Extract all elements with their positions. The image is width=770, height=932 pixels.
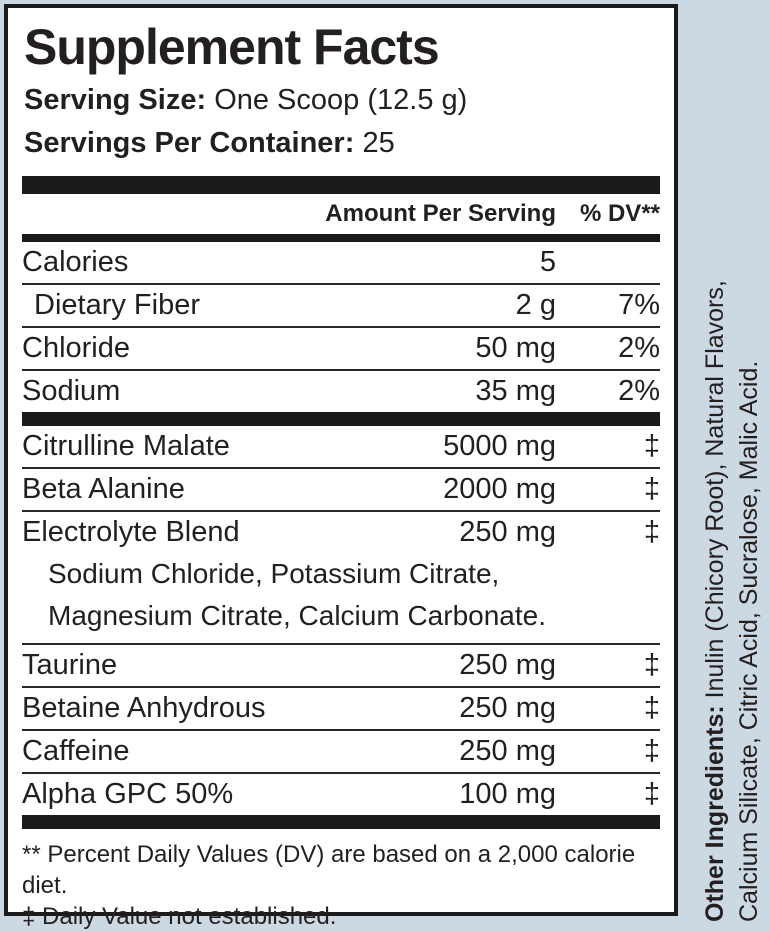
divider-thick-bottom [22, 815, 660, 829]
ingredient-amount: 2000 mg [443, 473, 556, 505]
table-row-electrolyte-blend: Electrolyte Blend 250 mg ‡ [22, 512, 660, 553]
ingredient-dv: 7% [618, 289, 660, 321]
divider-thick-top [22, 176, 660, 194]
ingredient-name: Citrulline Malate [22, 430, 230, 462]
ingredient-dv: ‡ [643, 735, 660, 767]
other-ingredients-sidebar: Other Ingredients: Inulin (Chicory Root)… [698, 22, 766, 922]
electrolyte-blend-components: Sodium Chloride, Potassium Citrate, Magn… [22, 553, 660, 645]
ingredient-name: Sodium [22, 375, 121, 407]
other-ingredients-label: Other Ingredients: [701, 705, 729, 922]
other-ingredients-line1: Other Ingredients: Inulin (Chicory Root)… [698, 22, 732, 922]
divider-medium-header [22, 234, 660, 242]
ingredient-dv: ‡ [643, 692, 660, 724]
table-row-chloride: Chloride 50 mg 2% [22, 328, 660, 371]
ingredient-name: Chloride [22, 332, 130, 364]
serving-size-line: Serving Size: One Scoop (12.5 g) [24, 82, 660, 119]
other-ingredients-line1-rest: Inulin (Chicory Root), Natural Flavors, [701, 280, 729, 706]
footnotes: ** Percent Daily Values (DV) are based o… [22, 839, 660, 932]
supplement-facts-panel: Supplement Facts Serving Size: One Scoop… [4, 4, 678, 930]
table-row-sodium: Sodium 35 mg 2% [22, 371, 660, 412]
ingredient-dv: ‡ [643, 649, 660, 681]
ingredient-name: Betaine Anhydrous [22, 692, 266, 724]
table-row-citrulline-malate: Citrulline Malate 5000 mg ‡ [22, 426, 660, 469]
serving-size-label: Serving Size: [24, 84, 207, 116]
ingredient-amount: 50 mg [475, 332, 556, 364]
page-title: Supplement Facts [24, 19, 440, 75]
servings-per-container-value: 25 [362, 127, 395, 159]
ingredient-dv: ‡ [643, 430, 660, 462]
ingredient-name: Taurine [22, 649, 118, 681]
column-header-amount: Amount Per Serving [325, 200, 556, 227]
table-row-alpha-gpc: Alpha GPC 50% 100 mg ‡ [22, 774, 660, 815]
ingredient-amount: 250 mg [459, 735, 556, 767]
ingredient-name: Electrolyte Blend [22, 516, 240, 548]
dv-footnote: ** Percent Daily Values (DV) are based o… [22, 841, 636, 899]
column-header-dv: % DV** [579, 200, 660, 227]
ingredient-name: Caffeine [22, 735, 130, 767]
table-row-calories: Calories 5 [22, 242, 660, 285]
blend-component-line: Magnesium Citrate, Calcium Carbonate. [48, 600, 546, 631]
ingredient-amount: 250 mg [459, 649, 556, 681]
ingredient-dv: ‡ [643, 473, 660, 505]
ingredient-amount: 100 mg [459, 778, 556, 810]
dagger-footnote: ‡ Daily Value not established. [22, 903, 337, 930]
table-row-caffeine: Caffeine 250 mg ‡ [22, 731, 660, 774]
table-row-taurine: Taurine 250 mg ‡ [22, 645, 660, 688]
ingredient-amount: 5 [539, 246, 556, 278]
ingredient-amount: 250 mg [459, 516, 556, 548]
servings-per-container-line: Servings Per Container: 25 [24, 125, 660, 162]
table-row-betaine-anhydrous: Betaine Anhydrous 250 mg ‡ [22, 688, 660, 731]
table-header: Amount Per Serving % DV** [22, 194, 660, 234]
ingredient-amount: 250 mg [459, 692, 556, 724]
table-row-dietary-fiber: Dietary Fiber 2 g 7% [22, 285, 660, 328]
ingredient-amount: 35 mg [475, 375, 556, 407]
blend-component-line: Sodium Chloride, Potassium Citrate, [48, 558, 500, 589]
ingredient-amount: 5000 mg [443, 430, 556, 462]
other-ingredients-line2: Calcium Silicate, Citric Acid, Sucralose… [735, 360, 763, 922]
ingredient-dv: 2% [618, 332, 660, 364]
ingredient-name: Beta Alanine [22, 473, 185, 505]
servings-per-container-label: Servings Per Container: [24, 127, 355, 159]
table-row-beta-alanine: Beta Alanine 2000 mg ‡ [22, 469, 660, 512]
ingredient-name: Calories [22, 246, 129, 278]
ingredient-dv: ‡ [643, 778, 660, 810]
ingredient-dv: 2% [618, 375, 660, 407]
divider-thick-middle [22, 412, 660, 426]
ingredient-amount: 2 g [515, 289, 556, 321]
ingredient-name: Dietary Fiber [34, 289, 200, 321]
ingredient-dv: ‡ [643, 516, 660, 548]
ingredient-name: Alpha GPC 50% [22, 778, 234, 810]
serving-size-value: One Scoop (12.5 g) [214, 84, 468, 116]
